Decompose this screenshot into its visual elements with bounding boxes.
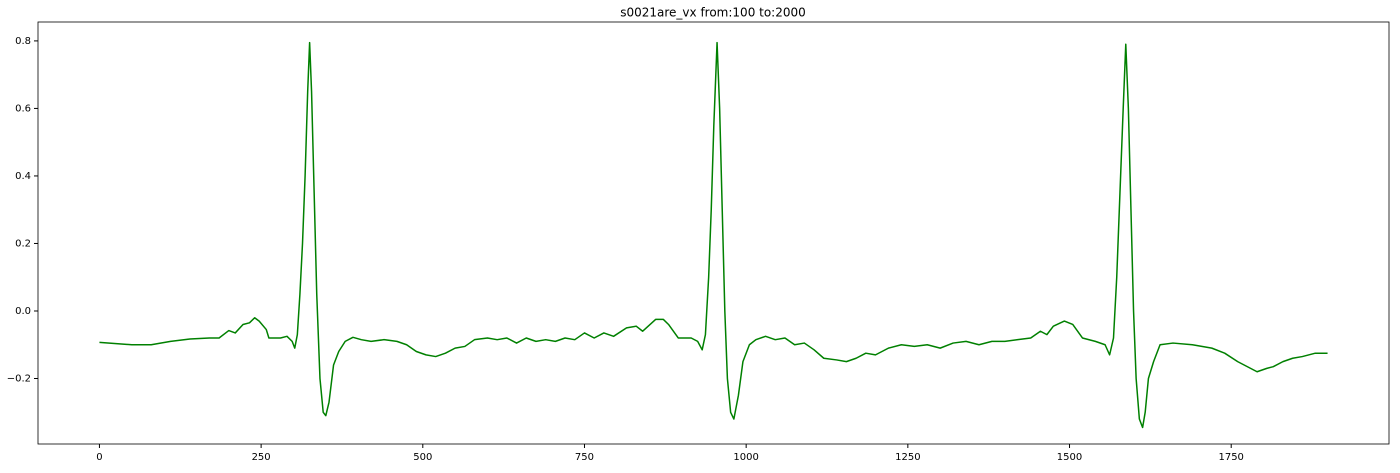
y-tick-label: 0.8	[15, 36, 31, 47]
x-tick-label: 1750	[1218, 452, 1243, 463]
chart-title: s0021are_vx from:100 to:2000	[620, 6, 806, 20]
x-tick-label: 250	[252, 452, 271, 463]
x-tick-label: 1250	[895, 452, 920, 463]
x-tick-label: 0	[96, 452, 102, 463]
line-series	[99, 41, 1328, 429]
y-tick-label: 0.0	[15, 306, 31, 317]
plot-frame	[37, 21, 1390, 445]
y-tick-label: −0.2	[7, 374, 31, 385]
x-tick-label: 1000	[733, 452, 758, 463]
x-tick-label: 500	[413, 452, 432, 463]
y-tick-label: 0.4	[15, 171, 31, 182]
y-tick-label: 0.6	[15, 103, 31, 114]
x-tick-label: 1500	[1057, 452, 1082, 463]
y-tick-label: 0.2	[15, 238, 31, 249]
x-tick-label: 750	[575, 452, 594, 463]
